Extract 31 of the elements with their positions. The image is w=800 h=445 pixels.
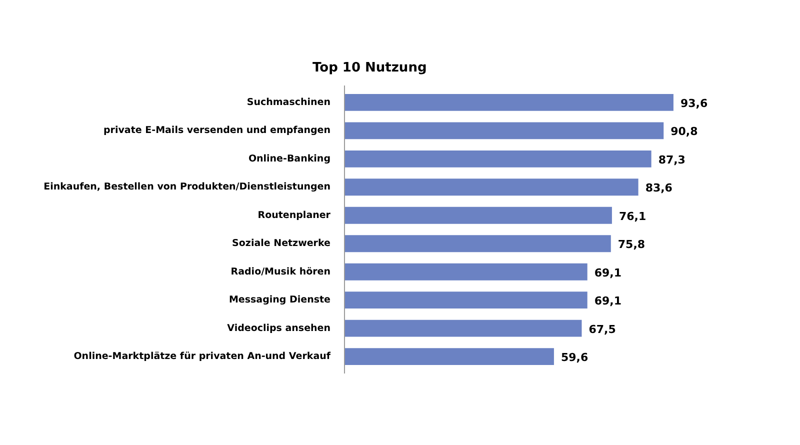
y-tick-label: Einkaufen, Bestellen von Produkten/Dienstleistungen xyxy=(44,182,331,193)
data-label: 90,8 xyxy=(670,125,698,138)
y-tick-label: Suchmaschinen xyxy=(246,96,331,108)
y-tick-label: private E-Mails versenden und empfangen xyxy=(104,125,331,136)
y-tick-label: Messaging Dienste xyxy=(228,294,330,306)
data-label: 69,1 xyxy=(594,294,622,308)
bar xyxy=(344,263,588,280)
bar xyxy=(344,320,582,337)
data-label: 76,1 xyxy=(618,210,646,223)
y-tick-label: Online-Banking xyxy=(248,153,331,164)
data-label: 83,6 xyxy=(645,182,673,195)
chart-title: Top 10 Nutzung xyxy=(312,60,427,76)
bar xyxy=(344,348,554,366)
y-tick-label: Radio/Musik hören xyxy=(230,266,331,278)
y-tick-label: Videoclips ansehen xyxy=(227,322,331,334)
data-label: 59,6 xyxy=(560,351,588,364)
data-label: 87,3 xyxy=(658,153,686,166)
data-label: 69,1 xyxy=(594,266,622,280)
bar xyxy=(344,292,588,309)
data-label: 67,5 xyxy=(588,322,616,336)
data-label: 75,8 xyxy=(618,238,646,252)
bar xyxy=(344,235,611,252)
bar xyxy=(344,178,638,196)
bar xyxy=(344,122,664,140)
bar xyxy=(344,94,674,111)
bar xyxy=(344,206,612,224)
y-tick-label: Routenplaner xyxy=(258,210,331,221)
y-tick-label: Soziale Netzwerke xyxy=(232,238,331,250)
bar xyxy=(344,150,652,168)
y-tick-label: Online-Marktplätze für privaten An-und Verkauf xyxy=(74,351,332,362)
data-label: 93,6 xyxy=(680,96,708,110)
